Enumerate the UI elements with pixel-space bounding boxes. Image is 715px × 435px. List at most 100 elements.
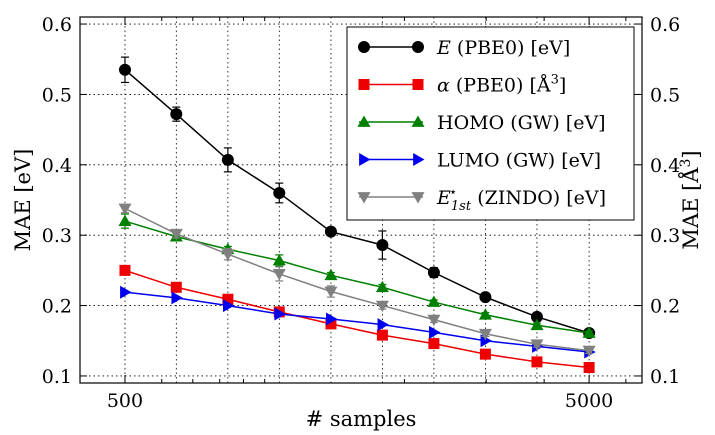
data-point [429,325,441,339]
legend-entry-rest: (ZINDO) [eV] [471,187,606,209]
legend-marker [411,192,425,204]
legend-marker [357,192,371,204]
series-line [124,269,590,369]
y-tick-label-right: 0.5 [650,84,680,106]
y-axis-label-right-sup: 3 [678,159,694,168]
data-point [375,280,389,293]
legend-entry-main: α [437,75,450,97]
series-line [124,291,590,353]
series-3 [120,285,596,359]
legend-entry: LUMO (GW) [eV] [437,150,601,172]
legend-entry-main: E [436,187,451,209]
data-point [427,314,441,327]
data-point [118,203,132,215]
data-point [324,286,338,298]
legend-entry-rest: (PBE0) [eV] [451,37,570,59]
data-point [272,254,286,266]
y-tick-label-left: 0.4 [42,155,72,177]
legend-entry: HOMO (GW) [eV] [437,112,606,134]
legend-entry-main: LUMO (GW) [eV] [437,150,601,172]
data-point [531,356,543,368]
data-point [274,307,286,321]
y-axis-label-right-tail: ] [679,150,703,158]
data-point [170,281,182,293]
y-tick-label-left: 0.2 [42,296,72,318]
legend-entry: α (PBE0) [Å3] [437,73,566,97]
data-point [583,362,595,374]
legend: E (PBE0) [eV] α (PBE0) [Å3] HOMO (GW) [eV]… [346,26,635,221]
y-tick-label-left: 0.3 [42,225,72,247]
data-point [479,291,492,304]
data-point [222,293,234,305]
data-point [376,329,388,341]
plot-frame [79,16,643,384]
legend-entry-main: E [436,37,451,59]
y-tick-label-left: 0.6 [42,14,72,36]
data-point [222,299,235,313]
legend-marker [413,153,425,166]
legend-entry: E (PBE0) [eV] [436,37,570,59]
data-series [118,56,596,374]
x-tick-label: 5000 [565,390,613,412]
data-point [273,186,286,199]
data-point [582,326,596,338]
legend-entry-sub: 1st [451,199,472,214]
series-line [124,69,590,334]
x-axis-label: # samples [306,407,417,431]
data-point [376,239,389,252]
data-point [478,308,492,320]
data-point [170,108,183,121]
data-point [530,339,544,351]
data-point [326,312,338,326]
axes: 0.1 0.1 0.2 0.2 0.3 0.3 0.4 0.4 0.5 0.5 0.6 0.6 500 5… [42,14,680,412]
data-point [377,318,389,332]
data-point [324,225,337,238]
x-tick-label: 500 [107,390,143,412]
y-tick-label-right: 0.1 [650,366,680,388]
legend-entry-sup: 3 [551,73,559,88]
data-point [118,214,132,226]
y-tick-label-right: 0.3 [650,225,680,247]
y-axis-label-left: MAE [eV] [11,149,35,252]
legend-marker [411,115,425,127]
y-axis-label-right: MAE [Å3] [678,150,703,249]
data-point [375,300,389,313]
data-point [480,334,492,348]
legend-box [346,26,635,221]
legend-entry: E1st⋆ (ZINDO) [eV] [436,185,606,214]
y-tick-label-left: 0.1 [42,366,72,388]
data-point [272,269,286,281]
legend-marker [357,115,371,127]
y-tick-label-right: 0.2 [650,296,680,318]
data-point [428,338,440,350]
data-point [171,291,183,305]
data-point [582,345,596,358]
data-point [530,318,544,331]
data-point [479,348,491,360]
data-point [427,295,441,307]
data-point [118,63,131,76]
y-tick-label-left: 0.5 [42,84,72,106]
data-point [169,228,183,241]
data-point [119,264,131,276]
legend-marker [358,79,370,90]
series-line [124,220,590,334]
data-point [221,249,235,261]
series-2 [118,213,596,338]
legend-marker [412,41,424,53]
data-point [324,268,338,281]
y-tick-label-right: 0.4 [650,155,680,177]
data-point [120,285,132,299]
data-point [221,153,234,166]
series-line [124,207,590,352]
data-point [427,266,440,279]
legend-entry-sup: ⋆ [449,185,457,200]
series-4 [118,203,596,358]
data-point [478,328,492,341]
legend-entry-main: HOMO (GW) [eV] [437,112,606,134]
legend-entry-rest: (PBE0) [Å [450,75,551,97]
legend-marker [412,79,424,90]
data-point [325,318,337,330]
legend-marker [359,153,371,166]
